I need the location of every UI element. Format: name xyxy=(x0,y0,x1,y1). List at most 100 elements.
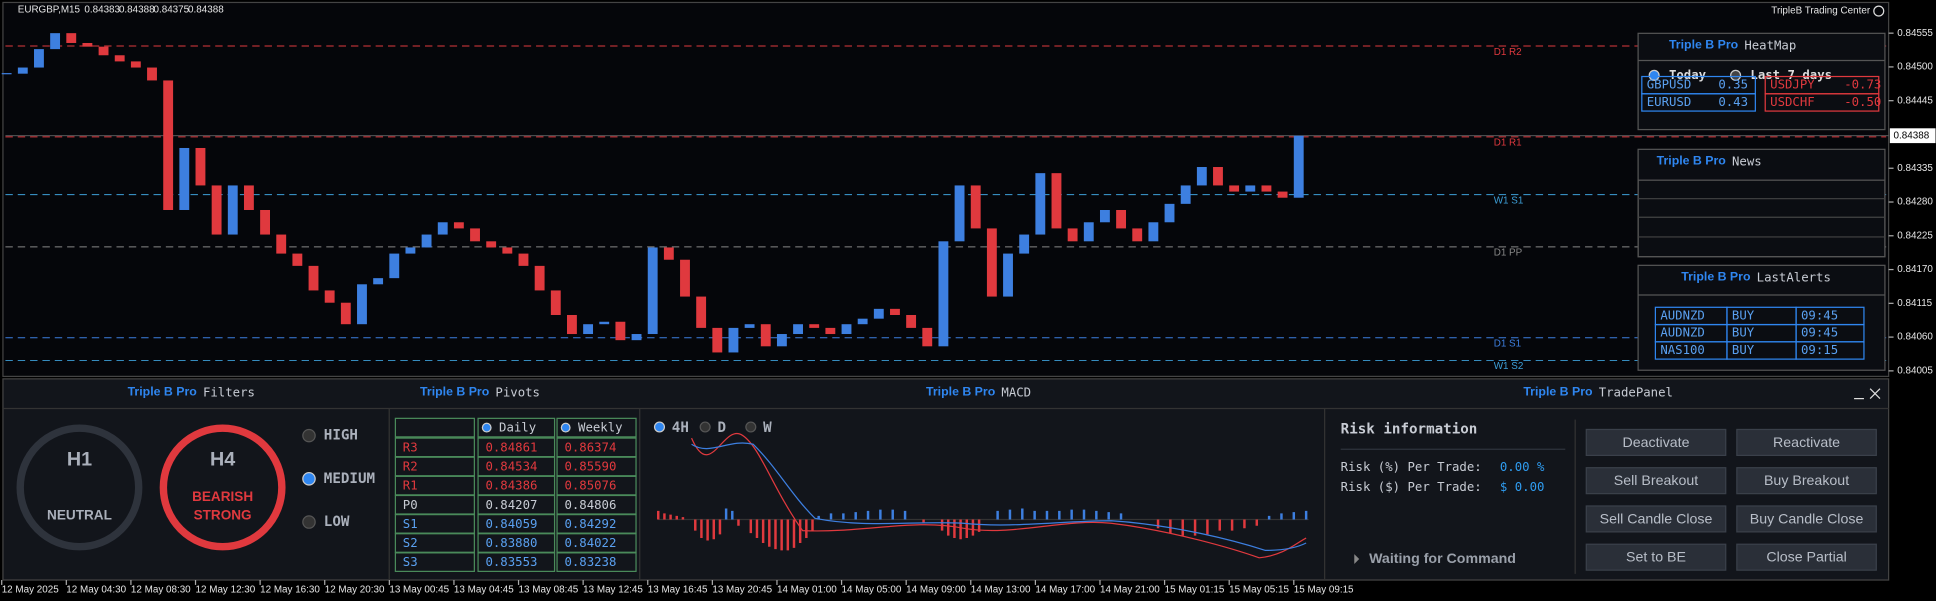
cell-text: BUY xyxy=(1732,343,1755,357)
cell-text: AUDNZD xyxy=(1660,326,1705,340)
close[interactable] xyxy=(1869,388,1881,400)
candle xyxy=(1164,203,1175,223)
candle xyxy=(82,42,93,47)
candle xyxy=(776,334,787,347)
candle xyxy=(599,321,610,325)
candle xyxy=(793,324,803,335)
candle xyxy=(631,334,642,341)
candle xyxy=(1213,167,1223,186)
button[interactable] xyxy=(1736,543,1877,571)
cell-text: 0.35 xyxy=(1718,78,1748,92)
brand: Triple B Pro xyxy=(926,385,996,399)
x-tick-label: 15 May 09:15 xyxy=(1294,585,1354,596)
cell xyxy=(394,552,475,572)
cell-text: S2 xyxy=(403,536,418,550)
candle xyxy=(195,147,206,186)
x-tick-label: 13 May 12:45 xyxy=(583,585,643,596)
radio[interactable] xyxy=(653,421,666,433)
candle xyxy=(647,247,658,335)
candle xyxy=(1067,228,1078,242)
level-label: D1 S1 xyxy=(1494,338,1521,349)
cell-text: R3 xyxy=(403,440,418,454)
radio[interactable] xyxy=(745,421,757,433)
current-price: 0.84388 xyxy=(1894,130,1930,141)
candle xyxy=(163,80,174,210)
symbol: EURGBP,M15 xyxy=(18,4,81,15)
risk-label: Risk (%) Per Trade: xyxy=(1341,460,1482,474)
news-panel: Triple B Pro News xyxy=(1637,148,1886,258)
candle xyxy=(890,308,900,315)
candle xyxy=(34,49,44,68)
radio[interactable] xyxy=(699,421,711,433)
radio-label: 4H xyxy=(672,420,689,436)
heatmap-panel: Triple B Pro HeatMap Today Last 7 days GBPU… xyxy=(1637,32,1886,131)
radio-label: Last 7 days xyxy=(1750,68,1832,82)
button[interactable] xyxy=(1736,467,1877,495)
title: MACD xyxy=(1001,385,1031,399)
panel-title: Triple B Pro LastAlerts xyxy=(1681,270,1831,284)
x-tick-label: 13 May 08:45 xyxy=(519,585,579,596)
cell-text: USDCHF xyxy=(1770,95,1815,109)
radio[interactable] xyxy=(481,422,492,433)
button-label: Sell Candle Close xyxy=(1600,511,1713,527)
radio-label: D xyxy=(717,420,726,436)
radio-label: Today xyxy=(1669,68,1707,82)
cell-text: R2 xyxy=(403,460,418,474)
button[interactable] xyxy=(1585,428,1727,456)
button[interactable] xyxy=(1585,467,1727,495)
brand: Triple B Pro xyxy=(128,385,198,399)
state: BEARISH xyxy=(192,489,253,504)
candle xyxy=(1277,191,1288,198)
radio[interactable] xyxy=(1730,69,1742,81)
candle xyxy=(308,265,319,291)
candle xyxy=(50,33,61,50)
button-label: Buy Breakout xyxy=(1764,473,1849,489)
candle xyxy=(405,247,416,254)
candle xyxy=(502,247,513,254)
h1-gauge xyxy=(16,424,143,551)
title: News xyxy=(1732,154,1762,168)
cell-text: NAS100 xyxy=(1660,343,1705,357)
heatmap-table: Today Last 7 days GBPUSD 0.35 USDJPY -0.73 EUR… xyxy=(1641,68,1881,112)
cell xyxy=(1641,93,1756,112)
candle xyxy=(712,327,723,353)
radio[interactable] xyxy=(302,472,316,486)
cell-text: 0.86374 xyxy=(564,440,616,454)
button[interactable] xyxy=(1585,543,1727,571)
radio-label: LOW xyxy=(324,514,350,530)
x-tick-label: 12 May 16:30 xyxy=(260,585,320,596)
candle xyxy=(1003,253,1013,297)
risk-value: $ 0.00 xyxy=(1500,480,1545,494)
candle xyxy=(970,185,981,229)
candle xyxy=(1051,173,1062,229)
radio[interactable] xyxy=(560,422,571,433)
radio[interactable] xyxy=(1648,69,1660,81)
cell-text: 0.83880 xyxy=(485,536,537,550)
candle xyxy=(98,46,109,56)
brand: Triple B Pro xyxy=(1669,38,1739,52)
candle xyxy=(566,314,577,335)
brand: Triple B Pro xyxy=(1681,270,1751,284)
button[interactable] xyxy=(1585,505,1727,533)
timeframe: H4 xyxy=(210,449,235,471)
candle xyxy=(357,284,367,325)
button[interactable] xyxy=(1736,505,1877,533)
current-price-box xyxy=(1889,128,1936,144)
cell-text: 09:45 xyxy=(1801,326,1838,340)
radio[interactable] xyxy=(302,428,316,443)
y-tick-label: 0.84500 xyxy=(1897,62,1933,73)
cell-text: 09:15 xyxy=(1801,343,1838,357)
y-tick-label: 0.84170 xyxy=(1897,264,1933,275)
candle xyxy=(389,253,400,279)
section-title: Triple B Pro TradePanel xyxy=(1523,385,1673,399)
section-title: Triple B Pro MACD xyxy=(926,385,1031,399)
candle xyxy=(809,324,820,328)
radio[interactable] xyxy=(302,515,316,529)
candle xyxy=(1099,209,1110,223)
column-header: Daily xyxy=(499,421,536,435)
cell-text: GBPUSD xyxy=(1647,78,1692,92)
y-tick-label: 0.84335 xyxy=(1897,163,1933,174)
radio-label: MEDIUM xyxy=(324,471,375,487)
x-tick-label: 15 May 05:15 xyxy=(1229,585,1289,596)
button[interactable] xyxy=(1736,428,1877,456)
